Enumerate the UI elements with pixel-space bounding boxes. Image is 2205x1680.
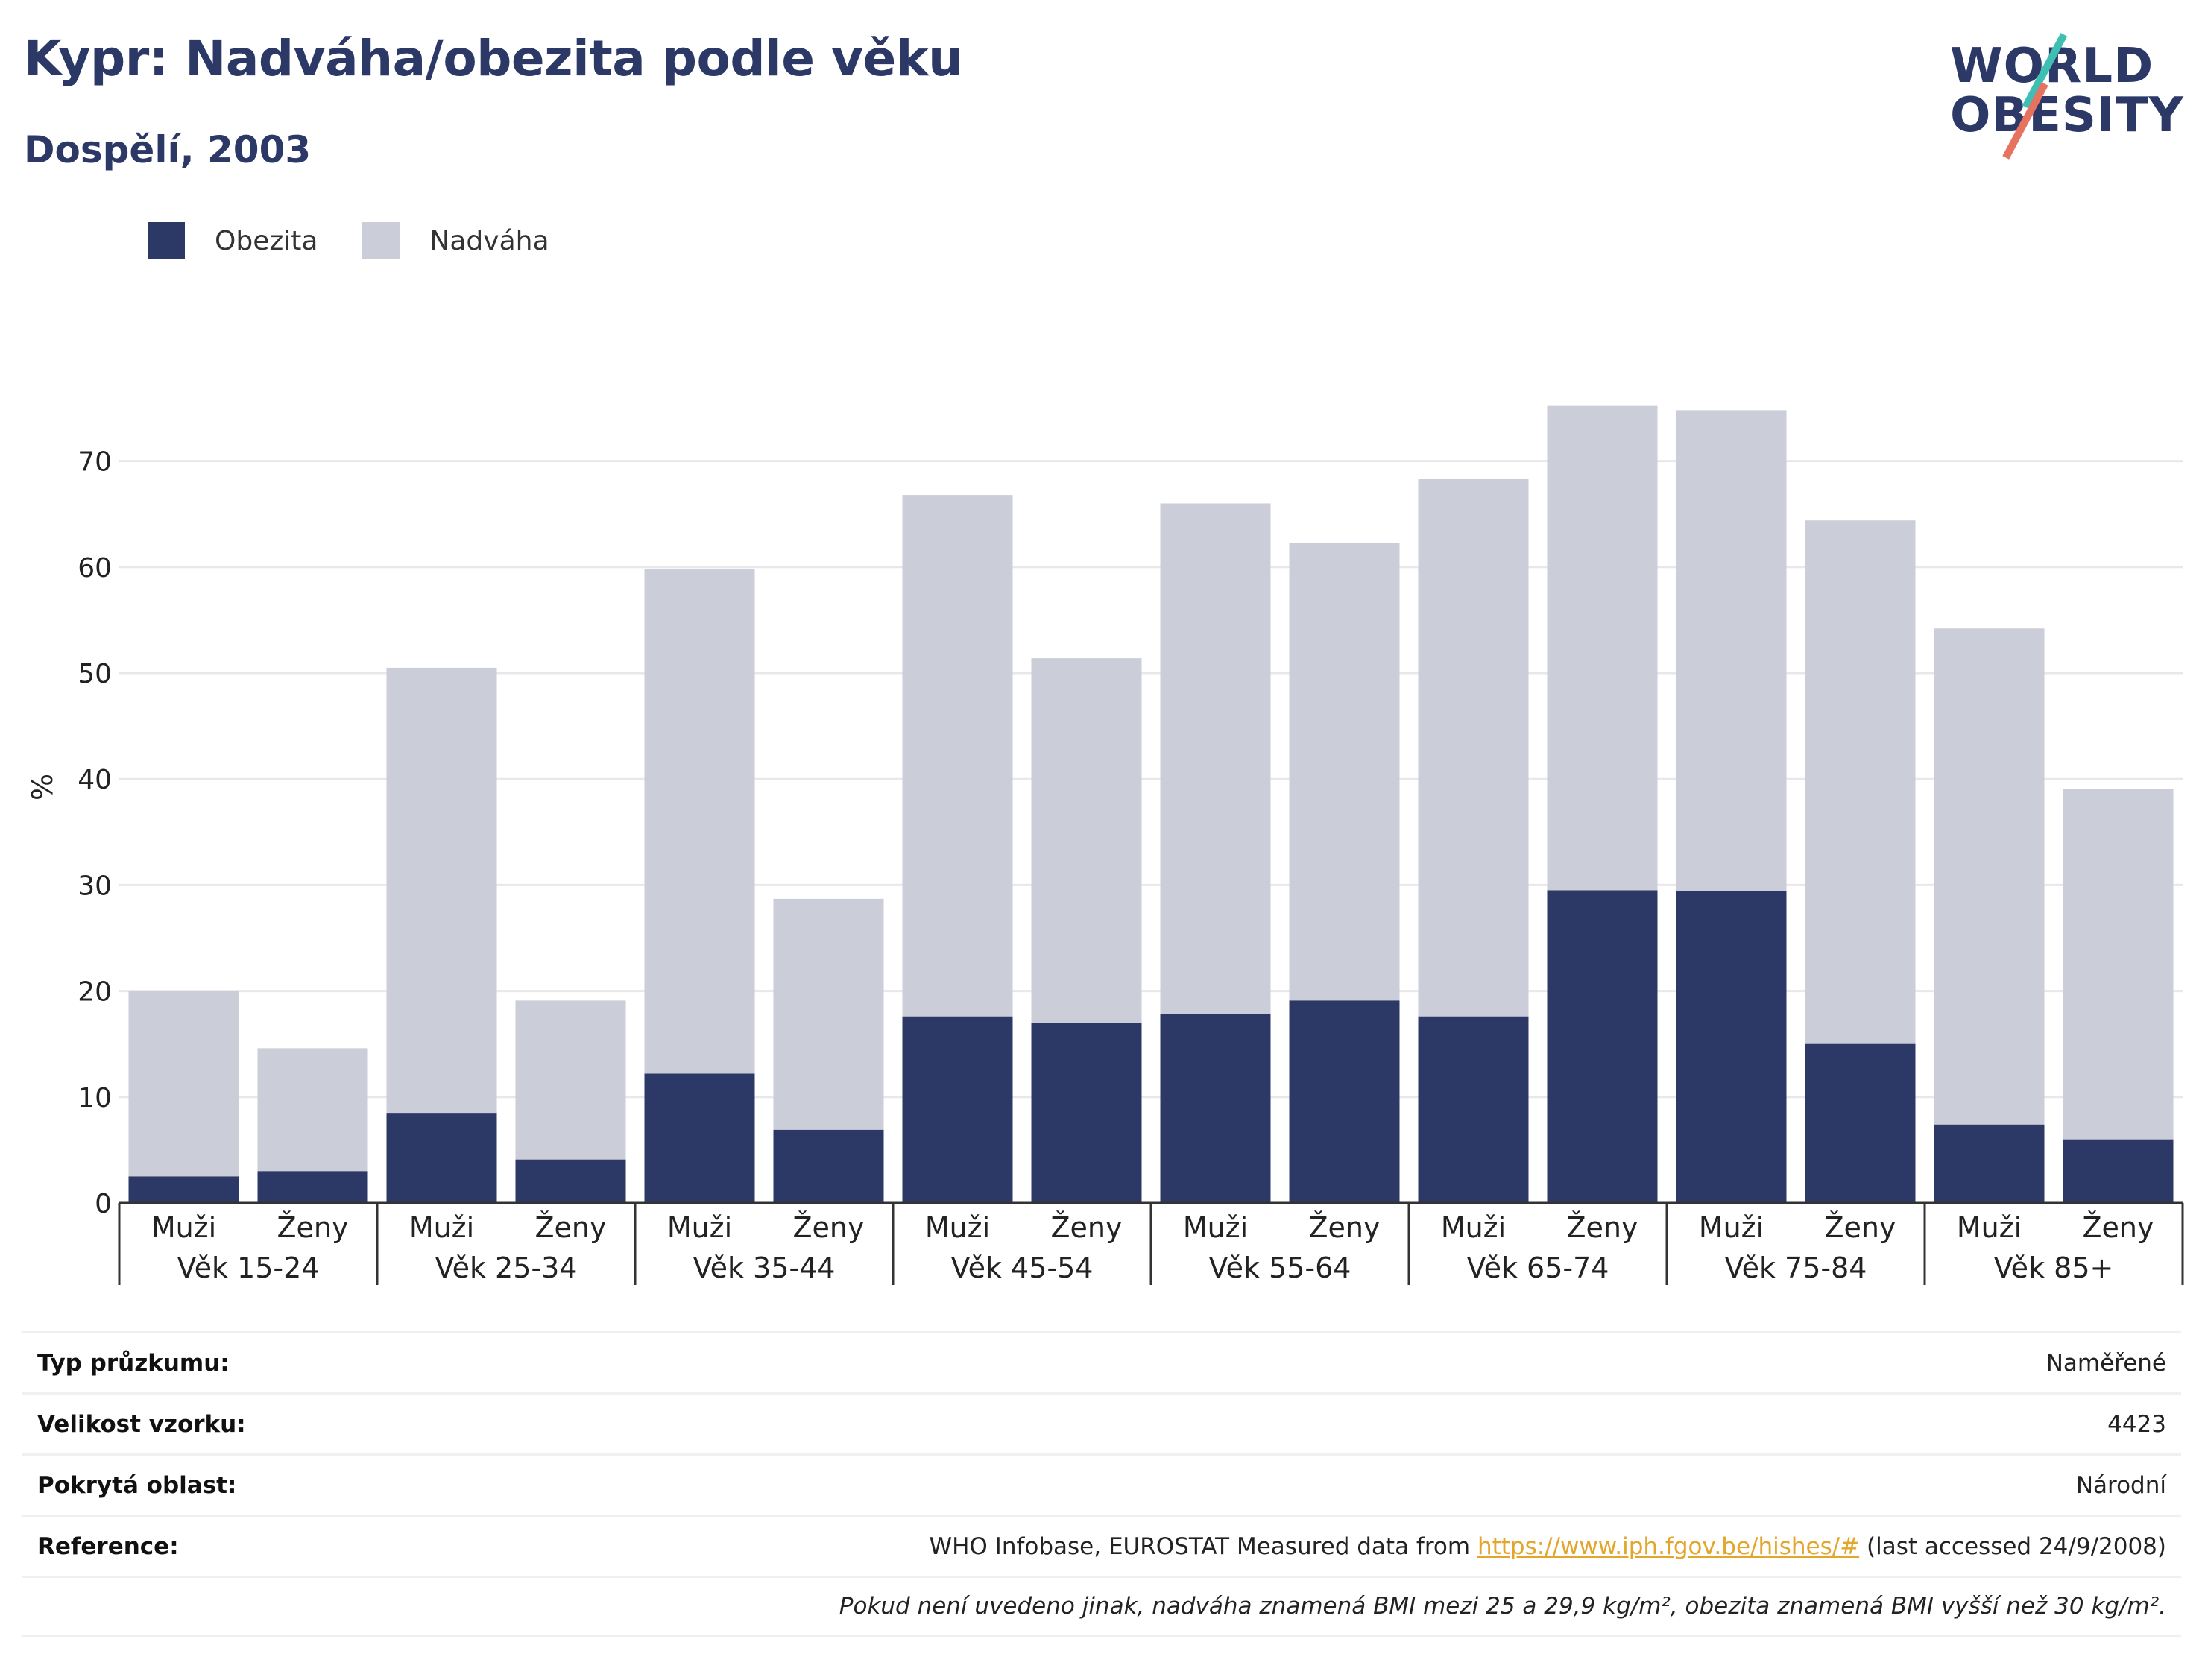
bar-obesity: [1289, 1000, 1400, 1203]
bar-obesity: [386, 1113, 497, 1203]
bar-obesity: [128, 1176, 239, 1203]
bar-overweight: [515, 1000, 626, 1160]
bar-obesity: [2063, 1139, 2174, 1203]
y-tick-label: 40: [78, 765, 112, 795]
reference-suffix: (last accessed 24/9/2008): [1859, 1532, 2166, 1560]
reference-link[interactable]: https://www.iph.fgov.be/hishes/#: [1477, 1532, 1860, 1560]
chart-legend: Obezita Nadváha: [148, 221, 594, 261]
x-subcategory-label: Muži: [151, 1211, 216, 1244]
x-subcategory-label: Ženy: [1309, 1211, 1381, 1244]
info-row-sample-size: Velikost vzorku: 4423: [22, 1392, 2181, 1453]
x-group-label: Věk 75-84: [1725, 1251, 1867, 1284]
bar-obesity: [1547, 890, 1658, 1203]
bar-chart: 0 10 20 30 40 50 60 70% Muži Ženy Věk 15-24 Muži Žen…: [26, 405, 2184, 1285]
y-tick-label: 50: [78, 659, 112, 689]
bar-obesity: [644, 1073, 755, 1203]
bar-obesity: [1031, 1023, 1142, 1203]
bar-overweight: [1418, 479, 1529, 1017]
bar-obesity: [1160, 1014, 1271, 1203]
info-label: Reference:: [37, 1532, 179, 1560]
info-label: Velikost vzorku:: [37, 1410, 246, 1438]
survey-info-table: Typ průzkumu: Naměřené Velikost vzorku: …: [22, 1331, 2181, 1637]
x-subcategory-label: Ženy: [2083, 1211, 2154, 1244]
bar-overweight: [902, 495, 1013, 1017]
bar-obesity: [1805, 1043, 1916, 1203]
x-group-label: Věk 55-64: [1209, 1251, 1351, 1284]
bar-obesity: [1676, 891, 1787, 1203]
y-tick-label: 30: [78, 871, 112, 901]
legend-swatch-overweight: [362, 222, 400, 259]
bar-overweight: [1805, 520, 1916, 1044]
logo-line-1: WORLD: [1950, 39, 2154, 94]
bar-overweight: [644, 569, 755, 1074]
x-subcategory-label: Ženy: [535, 1211, 607, 1244]
y-tick-label: 10: [78, 1083, 112, 1114]
bar-overweight: [1676, 410, 1787, 891]
bar-overweight: [386, 667, 497, 1114]
bar-obesity: [902, 1016, 1013, 1203]
logo-line-2: OBESITY: [1950, 88, 2184, 143]
x-group-label: Věk 45-54: [951, 1251, 1094, 1284]
bar-overweight: [773, 898, 884, 1130]
info-value: WHO Infobase, EUROSTAT Measured data fro…: [929, 1533, 2166, 1560]
bar-obesity: [773, 1129, 884, 1203]
info-value: Národní: [2075, 1471, 2166, 1499]
info-row-survey-type: Typ průzkumu: Naměřené: [22, 1331, 2181, 1392]
x-subcategory-label: Ženy: [277, 1211, 349, 1244]
x-subcategory-label: Ženy: [1567, 1211, 1638, 1244]
info-row-area-covered: Pokrytá oblast: Národní: [22, 1453, 2181, 1515]
y-tick-label: 0: [95, 1189, 112, 1219]
bar-overweight: [128, 991, 239, 1177]
bar-obesity: [1418, 1016, 1529, 1203]
info-label: Typ průzkumu:: [37, 1349, 230, 1377]
legend-item-overweight[interactable]: Nadváha: [362, 222, 549, 259]
info-row-reference: Reference: WHO Infobase, EUROSTAT Measur…: [22, 1515, 2181, 1576]
x-subcategory-label: Ženy: [793, 1211, 865, 1244]
legend-label-obesity: Obezita: [215, 225, 318, 256]
x-subcategory-label: Muži: [1183, 1211, 1248, 1244]
bar-obesity: [257, 1171, 368, 1203]
legend-swatch-obesity: [148, 222, 185, 259]
bar-overweight: [2063, 788, 2174, 1140]
x-subcategory-label: Muži: [1699, 1211, 1764, 1244]
bar-obesity: [1934, 1124, 2045, 1203]
y-axis-label: %: [26, 774, 59, 800]
x-subcategory-label: Ženy: [1825, 1211, 1896, 1244]
x-subcategory-label: Muži: [667, 1211, 732, 1244]
bmi-definition-note: Pokud není uvedeno jinak, nadváha znamen…: [22, 1576, 2181, 1637]
x-group-label: Věk 85+: [1994, 1251, 2114, 1284]
x-subcategory-label: Muži: [925, 1211, 990, 1244]
x-subcategory-label: Ženy: [1051, 1211, 1123, 1244]
y-tick-label: 60: [78, 553, 112, 584]
bar-obesity: [515, 1159, 626, 1203]
y-tick-label: 20: [78, 977, 112, 1008]
bar-overweight: [257, 1048, 368, 1172]
x-group-label: Věk 65-74: [1467, 1251, 1609, 1284]
y-tick-label: 70: [78, 447, 112, 478]
legend-item-obesity[interactable]: Obezita: [148, 222, 318, 259]
legend-label-overweight: Nadváha: [429, 225, 549, 256]
bar-overweight: [1289, 543, 1400, 1001]
bar-overweight: [1547, 405, 1658, 891]
x-group-label: Věk 15-24: [177, 1251, 320, 1284]
chart-title: Kypr: Nadváha/obezita podle věku: [24, 30, 963, 87]
info-value: 4423: [2107, 1410, 2166, 1438]
world-obesity-logo: WORLD OBESITY: [1938, 22, 2192, 160]
bar-overweight: [1934, 628, 2045, 1125]
info-label: Pokrytá oblast:: [37, 1471, 237, 1499]
reference-prefix: WHO Infobase, EUROSTAT Measured data fro…: [929, 1532, 1477, 1560]
x-subcategory-label: Muži: [1441, 1211, 1506, 1244]
chart-subtitle: Dospělí, 2003: [24, 128, 312, 171]
info-value: Naměřené: [2045, 1349, 2166, 1377]
bar-overweight: [1031, 658, 1142, 1023]
x-subcategory-label: Muži: [1957, 1211, 2022, 1244]
x-subcategory-label: Muži: [409, 1211, 474, 1244]
x-group-label: Věk 35-44: [693, 1251, 836, 1284]
x-group-label: Věk 25-34: [435, 1251, 578, 1284]
bar-overweight: [1160, 503, 1271, 1014]
